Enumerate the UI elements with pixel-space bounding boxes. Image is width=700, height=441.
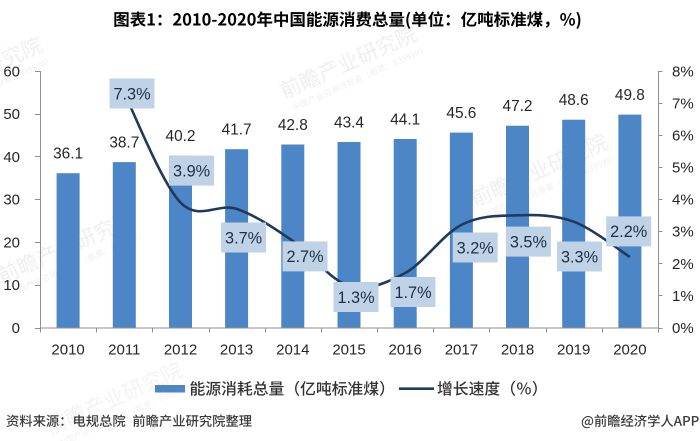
svg-text:5%: 5% <box>672 160 694 177</box>
svg-text:2018: 2018 <box>501 342 534 359</box>
svg-text:1.3%: 1.3% <box>337 289 374 307</box>
svg-text:20: 20 <box>3 234 20 251</box>
svg-text:45.6: 45.6 <box>446 105 476 122</box>
svg-text:3.5%: 3.5% <box>510 233 547 251</box>
svg-text:10: 10 <box>3 277 20 294</box>
svg-text:3.7%: 3.7% <box>225 229 262 247</box>
svg-text:4%: 4% <box>672 192 694 209</box>
svg-text:2.7%: 2.7% <box>286 248 323 266</box>
svg-text:1.7%: 1.7% <box>394 284 431 302</box>
svg-text:41.7: 41.7 <box>222 122 252 139</box>
svg-text:2.2%: 2.2% <box>610 223 647 241</box>
svg-text:2%: 2% <box>672 256 694 273</box>
svg-text:8%: 8% <box>672 63 694 80</box>
svg-text:42.8: 42.8 <box>278 117 308 134</box>
svg-text:40.2: 40.2 <box>166 128 196 145</box>
svg-text:2014: 2014 <box>276 342 309 359</box>
svg-text:2013: 2013 <box>220 342 253 359</box>
svg-text:3%: 3% <box>672 224 694 241</box>
svg-text:47.2: 47.2 <box>503 98 533 115</box>
svg-text:0%: 0% <box>672 320 694 337</box>
svg-text:6%: 6% <box>672 128 694 145</box>
svg-text:36.1: 36.1 <box>53 146 83 163</box>
svg-text:2017: 2017 <box>445 342 478 359</box>
svg-text:7.3%: 7.3% <box>113 85 150 103</box>
svg-text:40: 40 <box>3 149 20 166</box>
svg-text:49.8: 49.8 <box>615 87 645 104</box>
svg-text:2020: 2020 <box>613 342 646 359</box>
svg-text:3.3%: 3.3% <box>561 248 598 266</box>
svg-text:38.7: 38.7 <box>109 134 139 151</box>
svg-text:30: 30 <box>3 192 20 209</box>
svg-text:43.4: 43.4 <box>334 114 364 131</box>
svg-text:3.9%: 3.9% <box>173 162 210 180</box>
svg-text:48.6: 48.6 <box>559 92 589 109</box>
svg-text:0: 0 <box>12 320 20 337</box>
svg-text:2012: 2012 <box>164 342 197 359</box>
svg-text:44.1: 44.1 <box>390 111 420 128</box>
svg-text:2010: 2010 <box>51 342 84 359</box>
svg-text:2016: 2016 <box>389 342 422 359</box>
svg-text:2011: 2011 <box>108 342 140 359</box>
svg-text:2019: 2019 <box>557 342 590 359</box>
svg-text:60: 60 <box>3 63 20 80</box>
svg-text:50: 50 <box>3 106 20 123</box>
svg-text:7%: 7% <box>672 96 694 113</box>
svg-text:2015: 2015 <box>332 342 365 359</box>
svg-text:1%: 1% <box>672 288 694 305</box>
svg-text:3.2%: 3.2% <box>457 239 494 257</box>
